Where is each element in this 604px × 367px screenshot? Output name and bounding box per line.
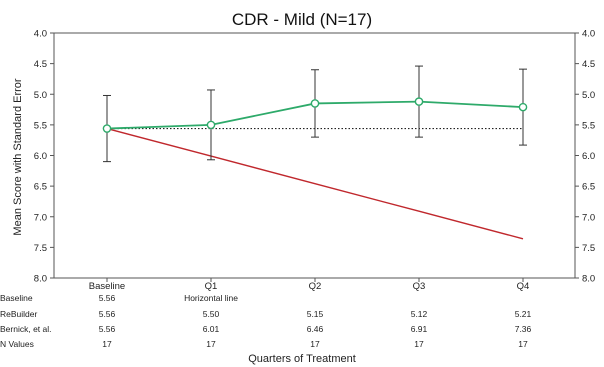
y-tick-label-left: 7.5 bbox=[34, 243, 47, 254]
y-tick-label-right: 7.0 bbox=[582, 212, 595, 223]
y-tick-label-right: 4.0 bbox=[582, 29, 595, 40]
y-tick-label-left: 6.5 bbox=[34, 182, 47, 193]
table-cell: 17 bbox=[102, 339, 112, 349]
table-cell: 5.12 bbox=[411, 309, 428, 319]
y-tick-label-right: 6.0 bbox=[582, 151, 595, 162]
table-row-label: Bernick, et al. bbox=[0, 324, 52, 334]
table-cell: 5.50 bbox=[203, 309, 220, 319]
table-cell: 17 bbox=[518, 339, 528, 349]
x-tick-label: Q2 bbox=[309, 281, 322, 292]
table-cell: 7.36 bbox=[515, 324, 532, 334]
rebuilder-data-point bbox=[518, 102, 528, 112]
plot-area: 4.0 4.0 4.5 4.5 5.0 5.0 5.5 5.5 6.0 6.0 6.5 6.5 7.0 7… bbox=[0, 29, 595, 350]
table-row-label: ReBuilder bbox=[0, 309, 37, 319]
table-cell: 5.21 bbox=[515, 309, 532, 319]
y-tick-label-left: 8.0 bbox=[34, 274, 47, 285]
y-axis-label: Mean Score with Standard Error bbox=[12, 78, 24, 235]
x-axis-label: Quarters of Treatment bbox=[248, 353, 356, 365]
y-tick-label-right: 8.0 bbox=[582, 274, 595, 285]
y-tick-label-left: 5.5 bbox=[34, 120, 47, 131]
table-cell: Horizontal line bbox=[184, 293, 238, 303]
y-tick-label-right: 6.5 bbox=[582, 182, 595, 193]
bernick-series-line bbox=[106, 127, 524, 240]
table-cell: 6.46 bbox=[307, 324, 324, 334]
table-cell: 5.56 bbox=[99, 324, 116, 334]
x-tick-label: Baseline bbox=[89, 281, 125, 292]
rebuilder-data-point bbox=[310, 99, 320, 108]
y-tick-label-right: 4.5 bbox=[582, 59, 595, 70]
y-tick-label-right: 7.5 bbox=[582, 243, 595, 254]
y-tick-label-left: 7.0 bbox=[34, 212, 47, 223]
y-tick-label-right: 5.0 bbox=[582, 90, 595, 101]
rebuilder-data-point bbox=[414, 97, 424, 106]
x-tick-label: Q1 bbox=[205, 281, 218, 292]
table-cell: 5.56 bbox=[99, 309, 116, 319]
y-tick-label-left: 4.5 bbox=[34, 59, 47, 70]
table-cell: 5.56 bbox=[99, 293, 116, 303]
table-cell: 6.91 bbox=[411, 324, 428, 334]
table-cell: 6.01 bbox=[203, 324, 220, 334]
table-row-label: Baseline bbox=[0, 293, 33, 303]
y-tick-label-left: 5.0 bbox=[34, 90, 47, 101]
y-tick-label-left: 4.0 bbox=[34, 29, 47, 40]
table-cell: 17 bbox=[206, 339, 216, 349]
y-tick-label-right: 5.5 bbox=[582, 120, 595, 131]
rebuilder-data-point bbox=[206, 120, 216, 130]
y-tick-label-left: 6.0 bbox=[34, 151, 47, 162]
table-cell: 17 bbox=[310, 339, 320, 349]
x-tick-label: Q3 bbox=[413, 281, 426, 292]
chart-title: CDR - Mild (N=17) bbox=[232, 10, 372, 29]
table-cell: 5.15 bbox=[307, 309, 324, 319]
x-tick-label: Q4 bbox=[517, 281, 530, 292]
table-row-label: N Values bbox=[0, 339, 34, 349]
rebuilder-data-point bbox=[102, 124, 112, 133]
table-cell: 17 bbox=[414, 339, 424, 349]
